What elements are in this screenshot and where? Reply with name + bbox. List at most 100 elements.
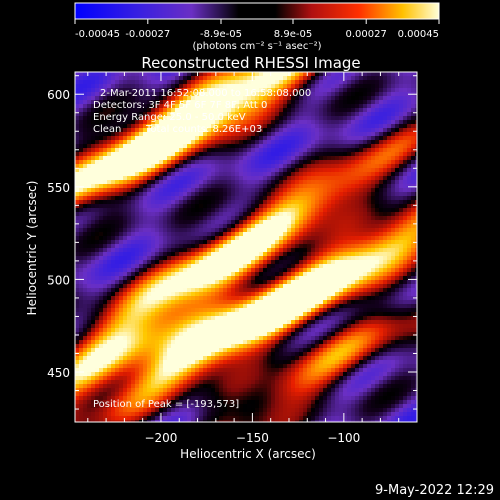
- heatmap-cell: [387, 92, 392, 97]
- heatmap-cell: [343, 100, 348, 105]
- heatmap-cell: [271, 292, 276, 297]
- heatmap-cell: [247, 136, 252, 141]
- heatmap-cell: [227, 72, 232, 77]
- heatmap-cell: [135, 284, 140, 289]
- heatmap-cell: [387, 124, 392, 129]
- heatmap-cell: [295, 208, 300, 213]
- heatmap-cell: [339, 260, 344, 265]
- heatmap-cell: [191, 144, 196, 149]
- heatmap-cell: [383, 240, 388, 245]
- heatmap-cell: [271, 192, 276, 197]
- heatmap-cell: [263, 300, 268, 305]
- heatmap-cell: [211, 120, 216, 125]
- heatmap-cell: [339, 156, 344, 161]
- heatmap-cell: [279, 292, 284, 297]
- heatmap-cell: [103, 96, 108, 101]
- heatmap-cell: [115, 300, 120, 305]
- heatmap-cell: [127, 128, 132, 133]
- heatmap-cell: [351, 252, 356, 257]
- heatmap-cell: [179, 244, 184, 249]
- heatmap-cell: [79, 184, 84, 189]
- heatmap-cell: [135, 288, 140, 293]
- heatmap-cell: [99, 252, 104, 257]
- heatmap-cell: [323, 76, 328, 81]
- heatmap-cell: [143, 268, 148, 273]
- heatmap-cell: [163, 124, 168, 129]
- heatmap-cell: [239, 124, 244, 129]
- heatmap-cell: [131, 148, 136, 153]
- heatmap-cell: [235, 156, 240, 161]
- heatmap-cell: [211, 220, 216, 225]
- heatmap-cell: [231, 140, 236, 145]
- heatmap-cell: [243, 144, 248, 149]
- heatmap-cell: [375, 176, 380, 181]
- heatmap-cell: [259, 236, 264, 241]
- heatmap-cell: [139, 96, 144, 101]
- heatmap-cell: [239, 212, 244, 217]
- heatmap-cell: [323, 224, 328, 229]
- heatmap-cell: [131, 84, 136, 89]
- heatmap-cell: [219, 172, 224, 177]
- heatmap-cell: [219, 192, 224, 197]
- heatmap-cell: [343, 284, 348, 289]
- heatmap-cell: [79, 272, 84, 277]
- heatmap-cell: [399, 236, 404, 241]
- heatmap-cell: [403, 268, 408, 273]
- heatmap-cell: [363, 92, 368, 97]
- heatmap-cell: [79, 140, 84, 145]
- heatmap-cell: [147, 160, 152, 165]
- heatmap-cell: [115, 276, 120, 281]
- heatmap-cell: [99, 208, 104, 213]
- heatmap-cell: [191, 140, 196, 145]
- heatmap-cell: [335, 104, 340, 109]
- heatmap-cell: [319, 120, 324, 125]
- heatmap-cell: [203, 244, 208, 249]
- heatmap-cell: [411, 196, 416, 201]
- heatmap-cell: [379, 84, 384, 89]
- heatmap-cell: [103, 184, 108, 189]
- heatmap-cell: [359, 96, 364, 101]
- heatmap-cell: [347, 140, 352, 145]
- heatmap-cell: [147, 244, 152, 249]
- heatmap-cell: [123, 208, 128, 213]
- heatmap-cell: [151, 136, 156, 141]
- heatmap-cell: [259, 288, 264, 293]
- heatmap-cell: [155, 296, 160, 301]
- heatmap-cell: [247, 288, 252, 293]
- heatmap-cell: [239, 96, 244, 101]
- heatmap-cell: [107, 272, 112, 277]
- heatmap-cell: [403, 192, 408, 197]
- heatmap-cell: [167, 72, 172, 77]
- heatmap-cell: [151, 160, 156, 165]
- heatmap-cell: [359, 204, 364, 209]
- heatmap-cell: [259, 284, 264, 289]
- heatmap-cell: [307, 96, 312, 101]
- heatmap-cell: [295, 156, 300, 161]
- heatmap-cell: [91, 192, 96, 197]
- heatmap-cell: [259, 152, 264, 157]
- heatmap-cell: [147, 140, 152, 145]
- heatmap-cell: [251, 172, 256, 177]
- heatmap-cell: [171, 260, 176, 265]
- heatmap-cell: [343, 272, 348, 277]
- heatmap-cell: [295, 148, 300, 153]
- heatmap-cell: [267, 152, 272, 157]
- heatmap-cell: [191, 80, 196, 85]
- heatmap-cell: [163, 92, 168, 97]
- heatmap-cell: [135, 208, 140, 213]
- heatmap-cell: [271, 116, 276, 121]
- heatmap-cell: [99, 96, 104, 101]
- heatmap-cell: [415, 212, 417, 217]
- heatmap-cell: [259, 88, 264, 93]
- heatmap-cell: [75, 168, 80, 173]
- heatmap-cell: [139, 264, 144, 269]
- heatmap-cell: [151, 204, 156, 209]
- heatmap-cell: [191, 204, 196, 209]
- heatmap-cell: [139, 208, 144, 213]
- heatmap-cell: [143, 288, 148, 293]
- heatmap-cell: [299, 72, 304, 77]
- heatmap-cell: [243, 100, 248, 105]
- heatmap-cell: [203, 300, 208, 305]
- heatmap-cell: [195, 184, 200, 189]
- heatmap-cell: [111, 152, 116, 157]
